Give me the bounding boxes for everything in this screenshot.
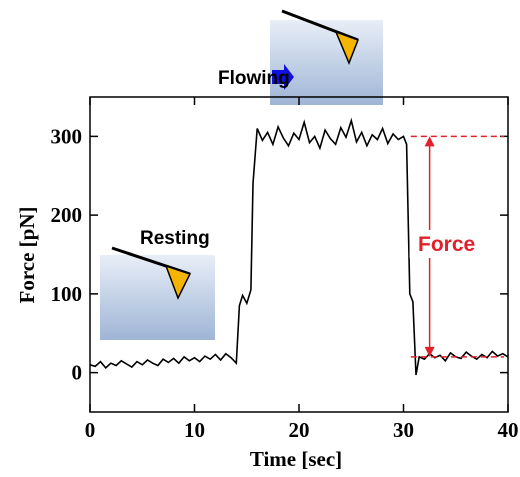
x-tick-label: 30 — [393, 418, 414, 442]
x-tick-label: 10 — [184, 418, 205, 442]
arrow-head — [424, 346, 435, 357]
y-tick-label: 200 — [51, 203, 83, 227]
y-tick-label: 100 — [51, 282, 83, 306]
resting-inset — [100, 246, 215, 340]
label-bg — [409, 230, 485, 258]
annotation: Flowing — [218, 68, 290, 89]
x-tick-label: 20 — [289, 418, 310, 442]
force-label: Force — [418, 233, 475, 256]
x-tick-label: 0 — [85, 418, 96, 442]
arrow-head — [424, 136, 435, 147]
flowing-inset — [270, 9, 383, 105]
x-axis-label: Time [sec] — [250, 447, 342, 471]
annotation: Resting — [140, 228, 210, 249]
force-trace — [89, 117, 509, 376]
x-tick-label: 40 — [498, 418, 519, 442]
y-tick-label: 0 — [72, 361, 83, 385]
y-axis-label: Force [pN] — [15, 207, 39, 304]
y-tick-label: 300 — [51, 124, 83, 148]
